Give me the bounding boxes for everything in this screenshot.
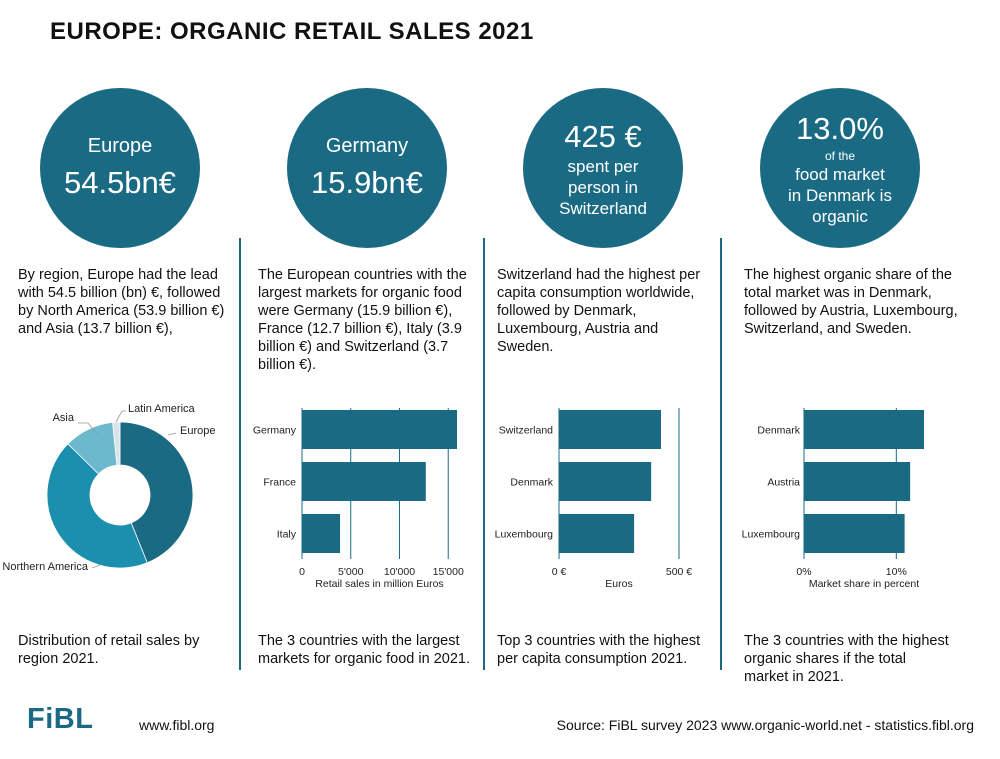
donut-slice-latin-america <box>112 421 121 466</box>
stat-circle-germany: Germany 15.9bn€ <box>287 88 447 248</box>
donut-label: Northern America <box>2 561 88 573</box>
x-axis-label: Market share in percent <box>809 578 919 590</box>
description-text: Switzerland had the highest per capita c… <box>497 267 701 355</box>
bar-switzerland <box>559 410 661 449</box>
tick-label: 0% <box>796 566 811 578</box>
bar-italy <box>302 514 341 553</box>
category-label: France <box>263 477 296 489</box>
market-share-bar-chart: 0% 10% Denmark Austria Luxembourg Market shar… <box>742 408 924 590</box>
category-label: Switzerland <box>499 425 553 437</box>
tick-label: 0 € <box>552 566 567 578</box>
chart-caption: The 3 countries with the largest markets… <box>258 633 470 667</box>
circle-line: spent per <box>567 156 639 176</box>
circle-line: person in <box>568 177 638 197</box>
circle-value: 425 € <box>564 118 642 154</box>
circle-line: of the <box>824 148 856 163</box>
bar-luxembourg <box>804 514 905 553</box>
chart-caption: The 3 countries with the highest organic… <box>744 633 949 685</box>
stat-circle-europe: Europe 54.5bn€ <box>40 88 200 248</box>
fibl-logo: FiBL <box>27 703 94 735</box>
donut-label: Europe <box>180 425 215 437</box>
circle-line: in Denmark is <box>788 185 892 205</box>
per-capita-bar-chart: 0 € 500 € Switzerland Denmark Luxembourg Euro… <box>495 408 692 590</box>
circle-value: 54.5bn€ <box>63 165 177 200</box>
circle-line: Switzerland <box>559 198 647 218</box>
category-label: Denmark <box>510 477 553 489</box>
chart-caption: Distribution of retail sales by region 2… <box>18 633 200 667</box>
donut-slice-northern-america <box>46 443 148 569</box>
footer-source: Source: FiBL survey 2023 www.organic-wor… <box>556 717 974 733</box>
description-text: The European countries with the largest … <box>258 267 467 373</box>
category-label: Italy <box>277 529 297 541</box>
donut-label: Latin America <box>128 403 196 415</box>
circle-line: organic <box>812 206 868 226</box>
circle-value: 13.0% <box>796 110 884 146</box>
stat-circle-denmark: 13.0% of the food market in Denmark is o… <box>760 88 920 248</box>
circle-value: 15.9bn€ <box>310 165 424 200</box>
donut-label: Asia <box>53 412 75 424</box>
tick-label: 5'000 <box>338 566 364 578</box>
x-axis-label: Retail sales in million Euros <box>315 578 443 590</box>
tick-label: 500 € <box>666 566 692 578</box>
bar-germany <box>302 410 457 449</box>
donut-leader-line <box>91 564 101 569</box>
bar-denmark <box>559 462 652 501</box>
category-label: Austria <box>767 477 800 489</box>
country-sales-bar-chart: 0 5'000 10'000 15'000 Germany France Italy Reta… <box>253 408 464 590</box>
description-text: By region, Europe had the lead with 54.5… <box>18 267 225 337</box>
category-label: Luxembourg <box>742 529 801 541</box>
bar-austria <box>804 462 911 501</box>
circle-line: food market <box>795 164 885 184</box>
donut-leader-line <box>115 410 126 423</box>
tick-label: 0 <box>299 566 305 578</box>
column-divider <box>720 238 722 670</box>
category-label: Germany <box>253 425 297 437</box>
circle-label: Europe <box>87 135 153 157</box>
bar-denmark <box>804 410 924 449</box>
circle-label: Germany <box>325 135 409 157</box>
footer-url-link[interactable]: www.fibl.org <box>139 717 215 733</box>
category-label: Luxembourg <box>495 529 554 541</box>
stat-circle-switzerland: 425 € spent per person in Switzerland <box>523 88 683 248</box>
chart-caption: Top 3 countries with the highest per cap… <box>497 633 701 667</box>
column-divider <box>483 238 485 670</box>
region-donut-chart: Europe Northern America Asia Latin America <box>2 403 215 573</box>
donut-leader-line <box>78 422 99 436</box>
donut-slice-europe <box>119 421 194 564</box>
donut-leader-line <box>167 432 177 436</box>
bar-luxembourg <box>559 514 635 553</box>
column-divider <box>239 238 241 670</box>
tick-label: 10% <box>886 566 907 578</box>
x-axis-label: Euros <box>605 578 632 590</box>
tick-label: 15'000 <box>433 566 464 578</box>
tick-label: 10'000 <box>384 566 415 578</box>
page-title: EUROPE: ORGANIC RETAIL SALES 2021 <box>50 18 534 45</box>
category-label: Denmark <box>757 425 800 437</box>
bar-france <box>302 462 426 501</box>
description-text: The highest organic share of the total m… <box>744 267 958 337</box>
